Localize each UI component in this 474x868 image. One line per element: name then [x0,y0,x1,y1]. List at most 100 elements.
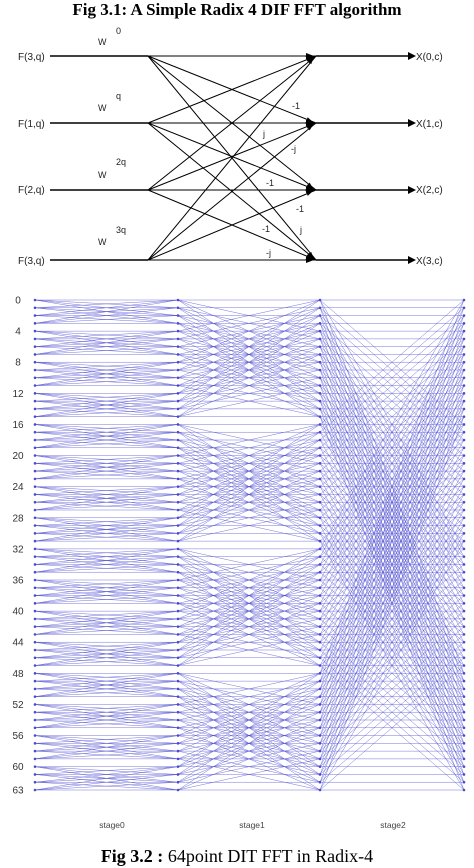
node-dot [33,765,37,768]
node-dot [176,399,180,403]
node-dot [318,500,322,504]
node-dot [318,703,322,706]
flow-edge [34,346,179,355]
flow-edge [177,307,321,402]
node-dot [33,788,37,792]
twiddle-1-base: W [98,103,107,113]
flow-edge [177,548,321,612]
branch-label-0: -1 [292,101,300,111]
flow-edge [34,307,179,324]
flow-edge [34,424,179,448]
node-dot [33,314,37,317]
flow-edge [34,735,179,760]
node-dot [176,454,180,457]
node-dot [318,524,322,527]
flow-edge [177,556,321,588]
y-tick-label: 24 [12,482,24,493]
node-dot [318,516,322,520]
branch-arrow-icon [306,257,314,263]
y-tick-label: 8 [15,358,21,369]
node-dot [33,477,37,481]
node-dot [176,532,180,535]
node-dot [33,718,37,722]
node-dot [176,640,180,644]
node-dot [176,679,180,683]
node-dot [33,679,37,683]
flow-edge [34,486,179,503]
node-dot [33,563,37,566]
node-dot [33,609,37,613]
flow-edge [177,385,321,417]
flow-edge [34,517,179,526]
flow-edge [319,401,465,775]
output-label-2: X(2,c) [416,185,443,196]
node-dot [33,454,37,457]
node-dot [318,726,322,730]
node-dot [33,337,37,341]
node-dot [318,648,322,652]
flow-edge [34,649,179,666]
butterfly-branch-2-0 [147,55,317,191]
node-dot [318,462,322,465]
node-dot [462,742,466,745]
node-dot [176,547,180,551]
flow-edge [34,439,179,449]
flow-edge [34,626,179,635]
node-dot [33,524,37,527]
y-tick-label: 52 [12,700,24,711]
node-dot [33,508,37,512]
y-tick-label: 36 [12,576,24,587]
flow-edge [319,315,465,565]
flow-edge [34,680,179,697]
node-dot [318,353,322,356]
node-dot [33,368,37,372]
node-dot [462,516,466,520]
node-dot [318,773,322,776]
y-tick-label: 32 [12,544,24,555]
flow-edge [319,665,465,791]
flow-edge [177,750,321,783]
node-dot [33,353,37,356]
flow-edge [319,533,465,783]
flow-edge [319,346,465,596]
node-dot [176,710,180,714]
flow-edge [34,455,179,472]
flow-edge [34,361,179,379]
node-dot [33,360,37,364]
node-dot [462,438,466,442]
branch-label-3: -1 [266,178,274,188]
node-dot [318,687,322,691]
node-dot [462,687,466,691]
node-dot [176,345,180,348]
node-dot [318,446,322,450]
node-dot [176,570,180,574]
flow-edge [34,486,179,495]
flow-edge [34,330,179,340]
node-dot [462,578,466,582]
flow-edge [319,634,465,760]
node-dot [318,695,322,698]
flow-edge [34,338,179,355]
flow-edge [34,548,179,573]
flow-edge [34,774,179,791]
node-dot [462,532,466,535]
node-dot [176,788,180,792]
radix4-butterfly-diagram: F(3,q) F(1,q) F(2,q) F(3,q) X(0,c) X(1,c… [18,26,443,267]
node-dot [33,617,37,621]
flow-edge [319,346,465,721]
flow-edge [177,478,321,542]
flow-edge [177,447,321,542]
flow-edge [177,688,321,783]
flow-edge [177,424,321,518]
node-dot [176,578,180,582]
node-dot [176,500,180,504]
node-dot [176,407,180,411]
flow-edge [319,299,465,550]
twiddle-3-base: W [98,237,107,247]
flow-edge [34,431,179,449]
flow-edge [319,509,465,760]
input-label-3: F(3,q) [18,256,45,267]
output-label-0: X(0,c) [416,52,443,63]
node-dot [318,423,322,426]
